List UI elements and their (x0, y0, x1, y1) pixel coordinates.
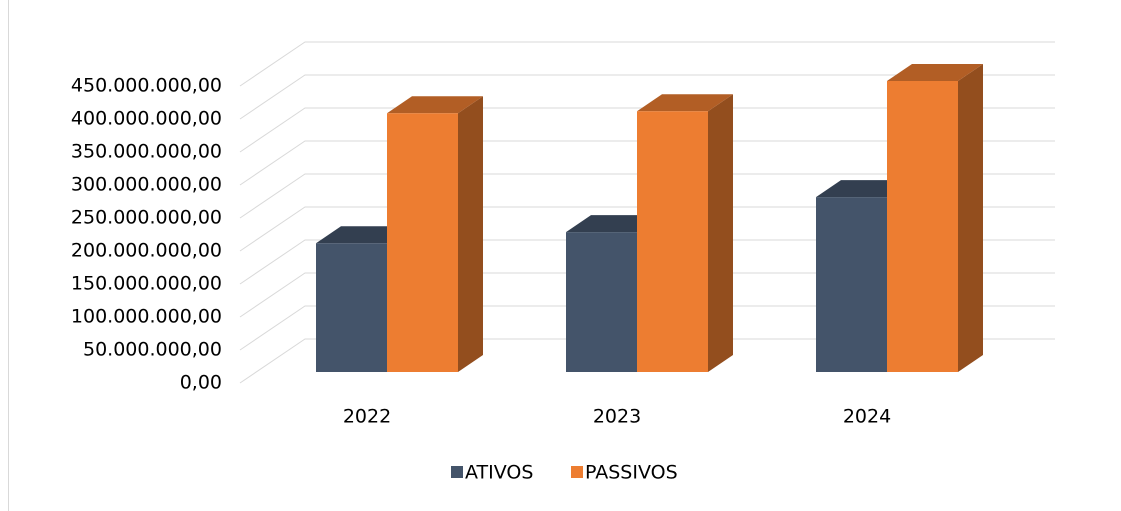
grid-line (239, 239, 1055, 285)
y-tick-label: 300.000.000,00 (71, 174, 222, 196)
bar-side (458, 96, 483, 372)
bar-front (887, 80, 958, 372)
bar-front (637, 111, 708, 373)
y-tick-label: 0,00 (180, 372, 222, 394)
bar (637, 94, 733, 373)
bar-front (316, 243, 387, 372)
y-tick-label: 200.000.000,00 (71, 240, 222, 262)
bar-top (887, 63, 983, 81)
legend-swatch (571, 466, 583, 478)
bar-front (816, 197, 887, 372)
grid-line (239, 41, 1055, 87)
legend-swatch (451, 466, 463, 478)
grid-line (239, 305, 1055, 351)
y-tick-label: 50.000.000,00 (83, 339, 222, 361)
y-tick-label: 350.000.000,00 (71, 141, 222, 163)
grid-line (239, 140, 1055, 186)
legend-label: PASSIVOS (585, 462, 678, 484)
bar-side (708, 94, 733, 373)
bar-top (637, 94, 733, 112)
grid-line (239, 107, 1055, 153)
y-tick-label: 450.000.000,00 (71, 75, 222, 97)
bar-side (958, 63, 983, 372)
x-tick-label: 2022 (343, 406, 391, 428)
bar-front (566, 232, 637, 372)
y-tick-label: 400.000.000,00 (71, 108, 222, 130)
grid-line (239, 173, 1055, 219)
bar-top (387, 96, 483, 114)
y-tick-label: 150.000.000,00 (71, 273, 222, 295)
grid-line (239, 74, 1055, 120)
grid-line (239, 206, 1055, 252)
y-tick-label: 100.000.000,00 (71, 306, 222, 328)
grid-line (239, 272, 1055, 318)
bar (387, 96, 483, 372)
x-tick-label: 2024 (843, 406, 891, 428)
legend-label: ATIVOS (465, 462, 533, 484)
bar-front (387, 113, 458, 372)
grid-line (239, 338, 1055, 384)
x-tick-label: 2023 (593, 406, 641, 428)
y-tick-label: 250.000.000,00 (71, 207, 222, 229)
bar (887, 63, 983, 372)
